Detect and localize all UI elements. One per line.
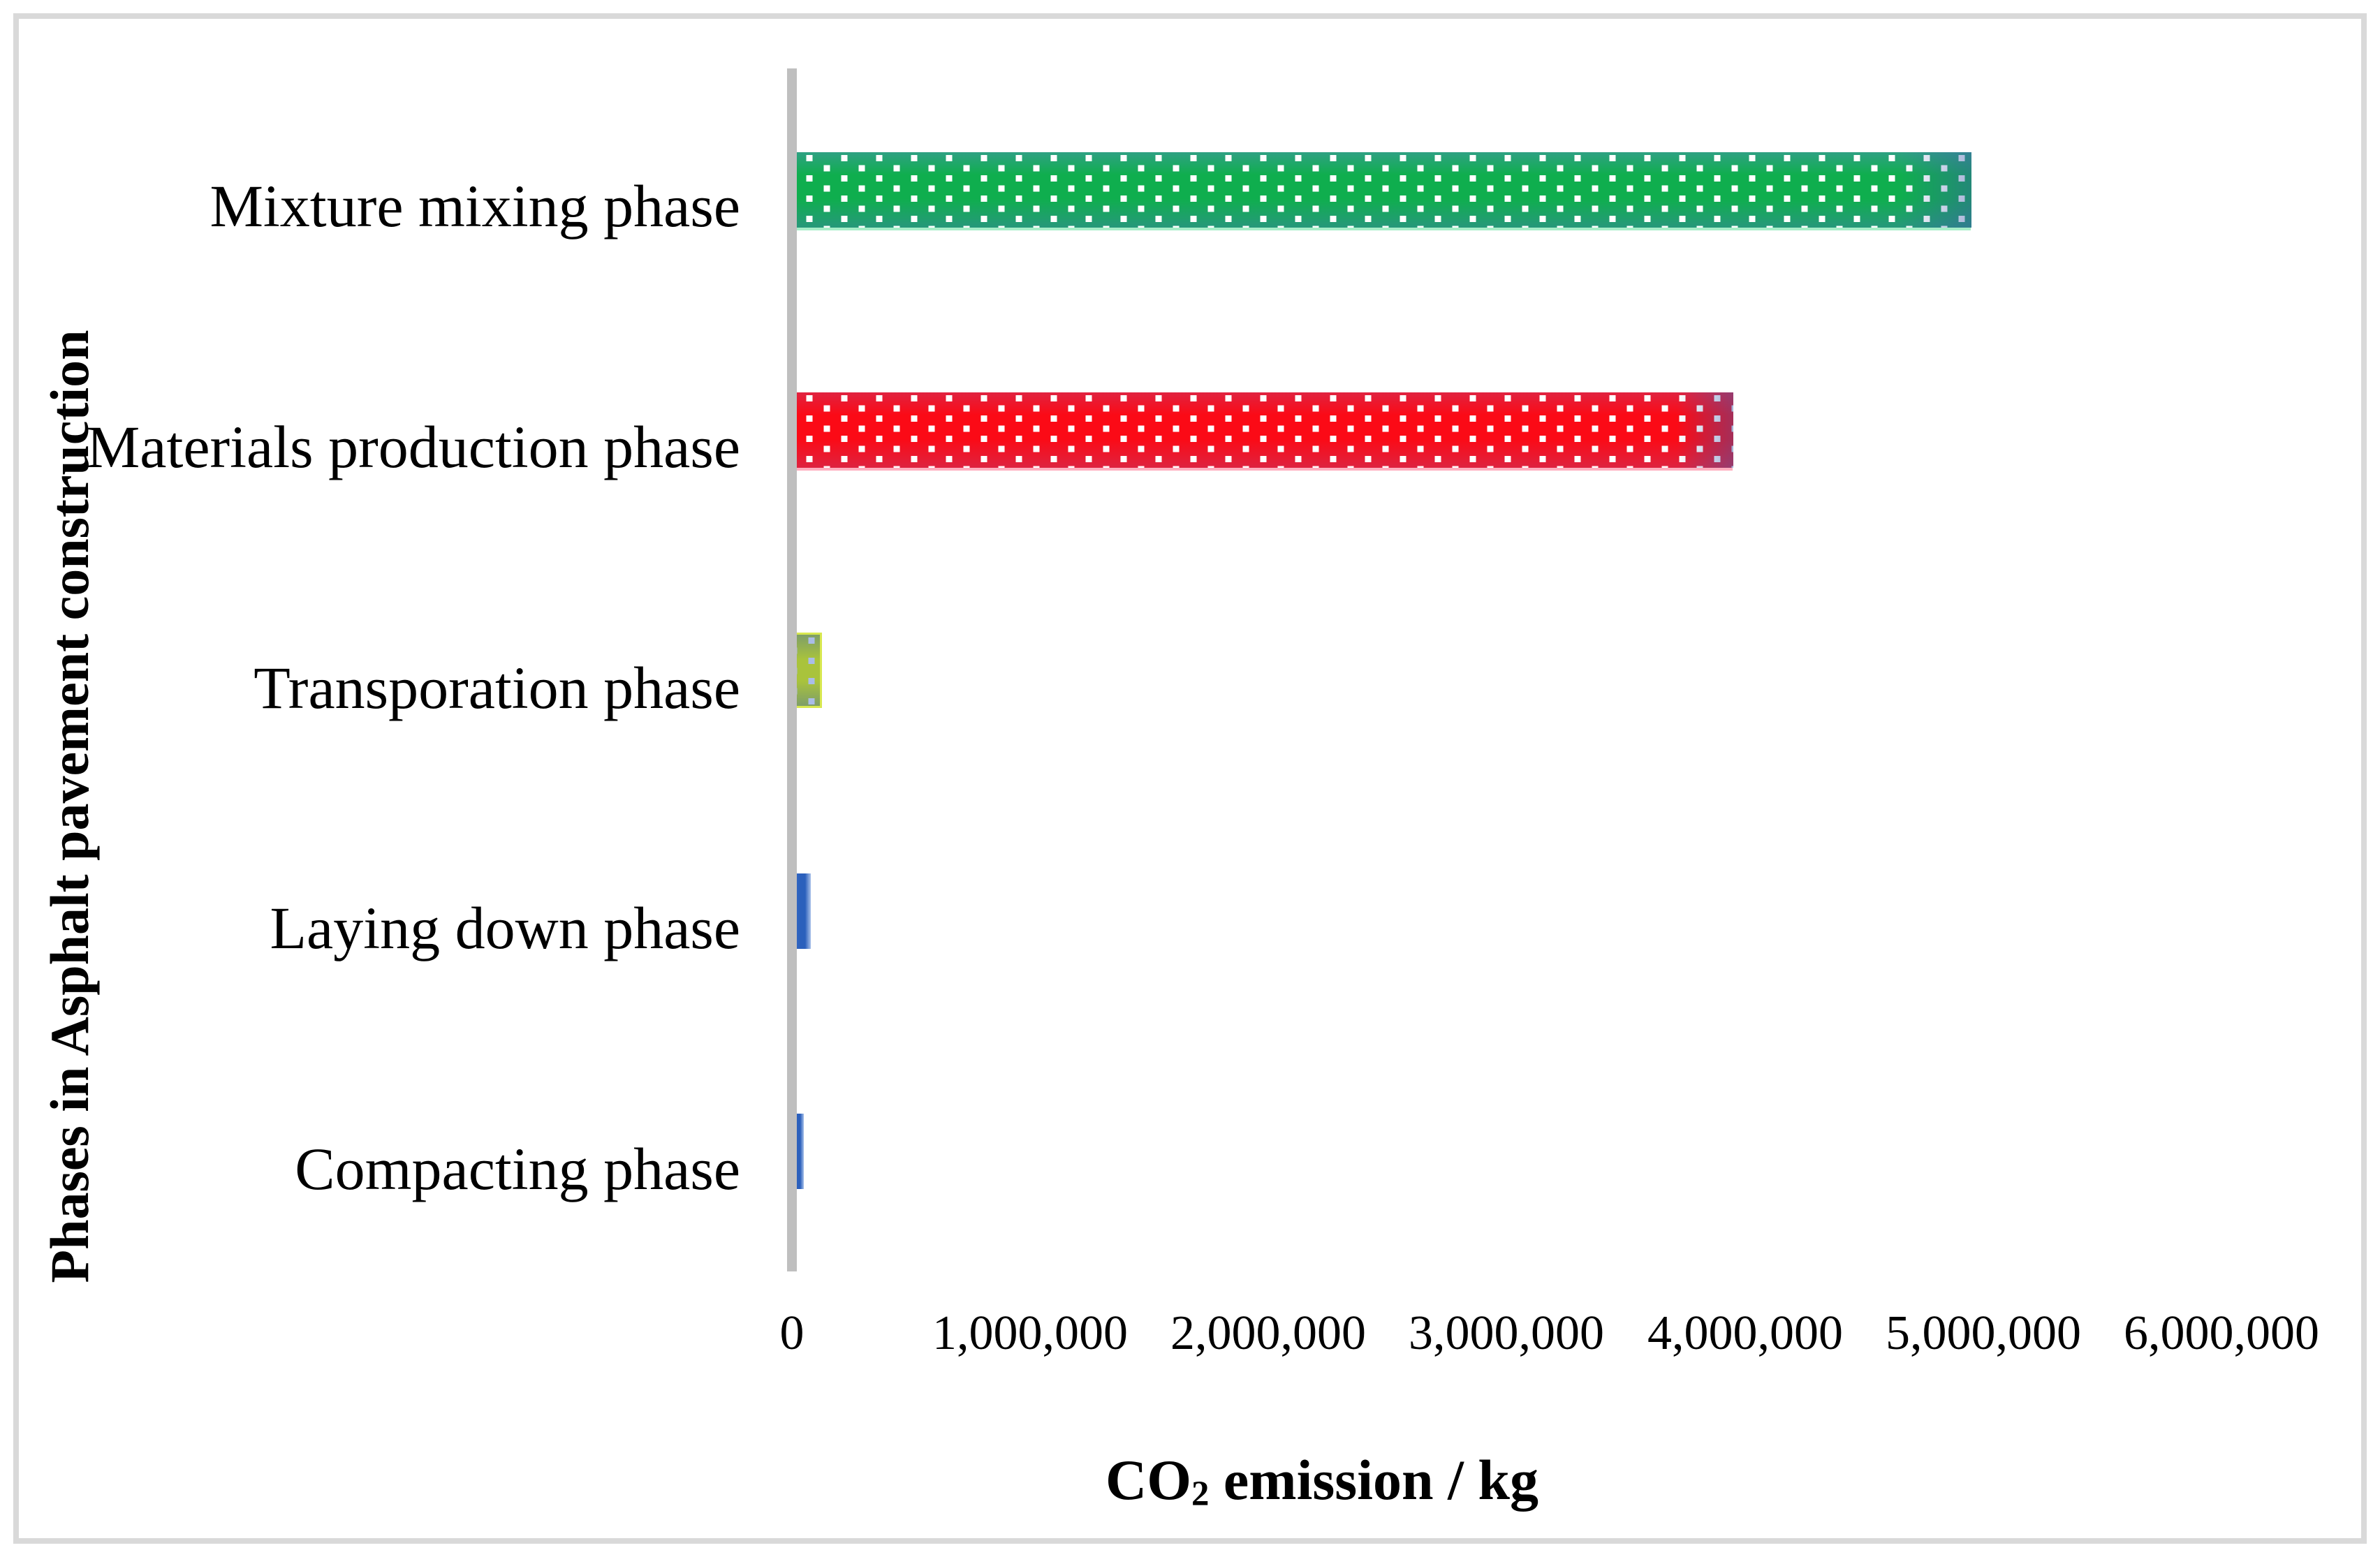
category-label-materials-production: Materials production phase: [86, 413, 740, 480]
x-axis-title-suffix: emission / kg: [1209, 1448, 1538, 1512]
x-axis-title-prefix: CO: [1105, 1448, 1191, 1512]
bar-mixture-mixing-phase: [792, 152, 1971, 228]
bar-pattern-fill: [792, 152, 1971, 228]
category-label-compacting: Compacting phase: [295, 1135, 740, 1202]
x-tick-1000000: 1,000,000: [932, 1306, 1128, 1360]
x-tick-6000000: 6,000,000: [2124, 1306, 2319, 1360]
bar-pattern-fill: [794, 635, 820, 706]
category-label-transporation: Transporation phase: [254, 654, 740, 721]
category-label-mixture-mixing: Mixture mixing phase: [210, 172, 740, 239]
x-tick-3000000: 3,000,000: [1409, 1306, 1604, 1360]
bar-pattern-fill: [792, 392, 1733, 468]
x-tick-2000000: 2,000,000: [1170, 1306, 1366, 1360]
x-tick-0: 0: [779, 1306, 805, 1360]
bar-materials-production-phase: [792, 392, 1733, 468]
y-axis-line: [787, 68, 797, 1271]
x-axis-title-subscript: 2: [1191, 1474, 1210, 1514]
x-tick-5000000: 5,000,000: [1886, 1306, 2081, 1360]
x-tick-4000000: 4,000,000: [1647, 1306, 1843, 1360]
x-axis-title: CO2 emission / kg: [973, 1431, 1671, 1529]
bar-transporation-phase: [792, 633, 822, 708]
category-label-laying-down: Laying down phase: [270, 894, 740, 961]
